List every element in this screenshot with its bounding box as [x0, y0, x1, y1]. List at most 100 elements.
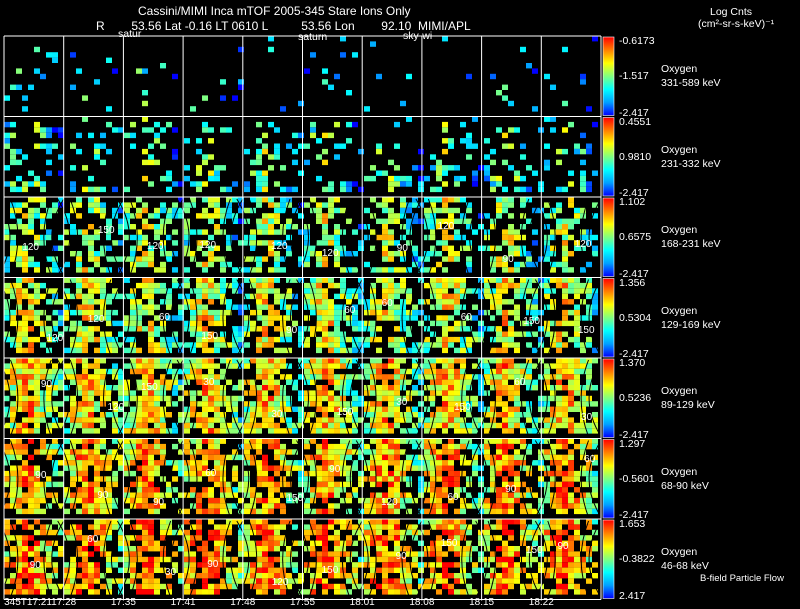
pitch-angle-label: 120: [46, 332, 64, 344]
pitch-angle-label: 150: [577, 325, 595, 337]
pitch-angle-label: 150: [440, 538, 458, 550]
time-tick-label: 18:15: [469, 597, 495, 608]
chart-title: Cassini/MIMI Inca mTOF 2005-345 Stare Io…: [138, 4, 411, 18]
colorbar-min-label: 2.417: [619, 589, 646, 602]
time-tick-label: 18:22: [528, 597, 554, 608]
pitch-angle-label: 30: [164, 567, 177, 579]
colorbar-mid-label: -0.3822: [619, 553, 655, 566]
heatmap-panel-6: [0, 518, 602, 600]
colorbar-max-label: 1.356: [619, 276, 646, 289]
colorbar-min-label: -2.417: [619, 428, 649, 441]
pitch-angle-label: 60: [158, 311, 170, 323]
heatmap-panel-5: [0, 438, 602, 520]
panel-energy-label: 168-231 keV: [661, 238, 721, 251]
colorbar-max-label: 0.4551: [619, 115, 652, 128]
pitch-angle-label: 60: [460, 311, 472, 323]
time-tick-label: 18:01: [349, 597, 375, 608]
colorbar-max-label: 1.653: [619, 518, 646, 530]
pitch-angle-label: 120: [22, 242, 39, 254]
panel-species-label: Oxygen: [661, 143, 698, 156]
pitch-angle-label: 120: [574, 238, 592, 250]
pitch-angle-label: 90: [286, 325, 298, 337]
b-field-flow-label: B-field Particle Flow: [700, 573, 784, 584]
panel-species-label: Oxygen: [661, 546, 698, 559]
pitch-angle-label: 60: [584, 453, 596, 465]
colorbar-mid-label: 0.6575: [619, 231, 652, 244]
pitch-angle-label: 90: [557, 540, 569, 552]
pitch-angle-label: 90: [35, 469, 47, 481]
colorbar-6: [602, 519, 615, 599]
colorbar-5: [602, 439, 615, 519]
heatmap-panel-1: [3, 116, 602, 198]
pitch-angle-label: 120: [146, 241, 164, 253]
pitch-angle-label: 90: [395, 551, 407, 563]
pitch-angle-label: 150: [201, 331, 219, 343]
pitch-angle-label: 30: [396, 397, 408, 409]
colorbar-min-label: -2.417: [619, 187, 649, 199]
pitch-angle-label: 120: [87, 313, 105, 325]
pitch-angle-label: 90: [502, 253, 514, 265]
pitch-angle-label: 150: [454, 402, 471, 413]
colorbar-units-title: Log Cnts: [710, 6, 753, 18]
pitch-angle-label: 90: [40, 379, 53, 391]
pitch-angle-label: 150: [523, 315, 540, 327]
colorbar-units-sub: (cm²-sr-s-keV)⁻¹: [698, 18, 775, 30]
pitch-angle-label: 90: [396, 243, 408, 255]
colorbar-mid-label: -0.5601: [619, 472, 655, 485]
panel-species-label: Oxygen: [661, 304, 698, 317]
pitch-angle-label: 90: [29, 560, 41, 572]
pitch-angle-label: 150: [525, 545, 543, 557]
pitch-angle-label: 90: [152, 496, 165, 508]
pitch-angle-label: 150: [321, 565, 339, 577]
panel-energy-label: 129-169 keV: [661, 318, 721, 331]
pitch-angle-label: 120: [321, 248, 339, 260]
time-tick-label: 17:41: [170, 597, 196, 608]
pitch-angle-label: 90: [505, 483, 517, 495]
colorbar-1: [602, 117, 615, 197]
colorbar-min-label: -2.417: [619, 106, 649, 119]
pitch-angle-label: 150: [140, 382, 158, 394]
colorbar-0: [602, 36, 615, 116]
time-tick-label: 17:35: [110, 597, 136, 608]
pitch-angle-label: 60: [447, 492, 459, 504]
heatmap-panel-4: [0, 357, 602, 439]
colorbar-max-label: 1.102: [619, 196, 646, 208]
pitch-angle-label: 90: [207, 558, 219, 570]
colorbar-2: [602, 197, 615, 277]
colorbar-max-label: -0.6173: [619, 35, 655, 47]
pitch-angle-label: 30: [581, 411, 593, 423]
panel-energy-label: 46-68 keV: [661, 560, 709, 573]
colorbar-max-label: 1.370: [619, 357, 646, 369]
pitch-angle-label: 30: [271, 409, 283, 421]
pitch-angle-label: 90: [97, 490, 109, 502]
colorbar-max-label: 1.297: [619, 437, 646, 450]
pitch-angle-label: 60: [344, 305, 356, 317]
time-tick-label: 345T17:21: [4, 597, 52, 608]
pitch-angle-label: 120: [381, 496, 398, 508]
pitch-angle-label: 90: [329, 463, 341, 475]
colorbar-mid-label: 0.5236: [619, 392, 652, 405]
pitch-angle-label: 120: [270, 241, 288, 253]
colorbar-mid-label: -1.517: [619, 70, 649, 83]
colorbar-min-label: -2.417: [619, 267, 649, 280]
time-tick-label: 17:28: [51, 597, 77, 608]
time-tick-label: 18:08: [409, 597, 435, 608]
panel-energy-label: 231-332 keV: [661, 157, 721, 170]
pitch-angle-label: 60: [514, 377, 526, 389]
pitch-angle-label: 60: [381, 297, 393, 309]
heatmap-panel-2: [0, 196, 602, 278]
pitch-angle-label: 120: [437, 221, 455, 233]
pitch-angle-label: 60: [87, 534, 99, 546]
panel-species-label: Oxygen: [661, 385, 698, 398]
pitch-angle-label: 150: [97, 225, 115, 237]
colorbar-mid-label: 0.5304: [619, 311, 652, 324]
panel-energy-label: 89-129 keV: [661, 399, 715, 412]
panel-species-label: Oxygen: [661, 224, 698, 237]
colorbar-min-label: -2.417: [619, 348, 649, 360]
ephemeris-line: R 53.56 Lat -0.16 LT 0610 L 53.56 Lon 92…: [96, 19, 471, 33]
heatmap-panel-3: [0, 277, 602, 359]
pitch-angle-label: 120: [271, 577, 289, 589]
pitch-angle-label: 120: [107, 401, 125, 413]
panel-energy-label: 68-90 keV: [661, 479, 709, 492]
